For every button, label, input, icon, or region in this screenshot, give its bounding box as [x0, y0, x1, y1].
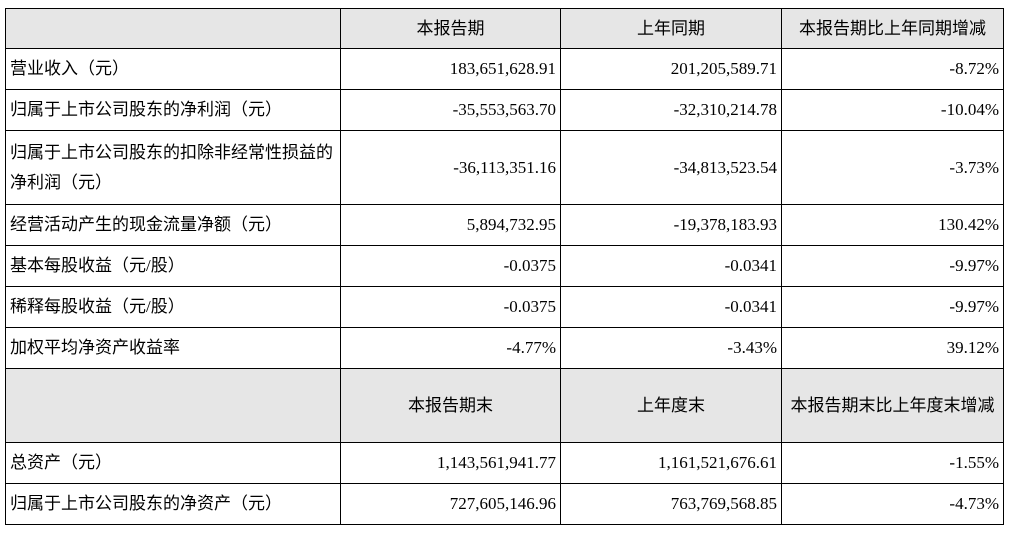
- row-label: 总资产（元）: [5, 442, 341, 484]
- cell-value: -36,113,351.16: [340, 130, 561, 205]
- header-cell: 上年同期: [560, 8, 782, 49]
- header-cell: [5, 8, 341, 49]
- cell-value: -4.73%: [781, 483, 1004, 525]
- financial-table: 本报告期 上年同期 本报告期比上年同期增减 营业收入（元） 183,651,628.91…: [5, 8, 1004, 525]
- row-label: 加权平均净资产收益率: [5, 327, 341, 369]
- cell-value: -32,310,214.78: [560, 89, 782, 131]
- row-label: 经营活动产生的现金流量净额（元）: [5, 204, 341, 246]
- row-label: 归属于上市公司股东的净资产（元）: [5, 483, 341, 525]
- cell-value: -19,378,183.93: [560, 204, 782, 246]
- cell-value: -0.0375: [340, 286, 561, 328]
- cell-value: -0.0341: [560, 245, 782, 287]
- data-row: 稀释每股收益（元/股） -0.0375 -0.0341 -9.97%: [5, 286, 1004, 328]
- data-row: 归属于上市公司股东的净资产（元） 727,605,146.96 763,769,56…: [5, 483, 1004, 525]
- cell-value: -9.97%: [781, 245, 1004, 287]
- cell-value: 5,894,732.95: [340, 204, 561, 246]
- cell-value: 1,161,521,676.61: [560, 442, 782, 484]
- data-row: 总资产（元） 1,143,561,941.77 1,161,521,676.61 -1…: [5, 442, 1004, 484]
- header-cell: 上年度末: [560, 368, 782, 443]
- header-cell: 本报告期: [340, 8, 561, 49]
- cell-value: 1,143,561,941.77: [340, 442, 561, 484]
- table-body: 本报告期 上年同期 本报告期比上年同期增减 营业收入（元） 183,651,628.91…: [5, 8, 1004, 525]
- row-label: 营业收入（元）: [5, 48, 341, 90]
- row-label: 基本每股收益（元/股）: [5, 245, 341, 287]
- row-label: 归属于上市公司股东的扣除非经常性损益的净利润（元）: [5, 130, 341, 205]
- header-row: 本报告期 上年同期 本报告期比上年同期增减: [5, 8, 1004, 49]
- data-row: 营业收入（元） 183,651,628.91 201,205,589.71 -8.72…: [5, 48, 1004, 90]
- row-label: 归属于上市公司股东的净利润（元）: [5, 89, 341, 131]
- header-cell: 本报告期末: [340, 368, 561, 443]
- cell-value: -35,553,563.70: [340, 89, 561, 131]
- cell-value: -10.04%: [781, 89, 1004, 131]
- header-cell: [5, 368, 341, 443]
- data-row: 基本每股收益（元/股） -0.0375 -0.0341 -9.97%: [5, 245, 1004, 287]
- cell-value: -34,813,523.54: [560, 130, 782, 205]
- cell-value: 130.42%: [781, 204, 1004, 246]
- data-row: 经营活动产生的现金流量净额（元） 5,894,732.95 -19,378,183.…: [5, 204, 1004, 246]
- cell-value: -0.0375: [340, 245, 561, 287]
- cell-value: -3.73%: [781, 130, 1004, 205]
- cell-value: -8.72%: [781, 48, 1004, 90]
- data-row: 归属于上市公司股东的净利润（元） -35,553,563.70 -32,310,21…: [5, 89, 1004, 131]
- cell-value: -4.77%: [340, 327, 561, 369]
- cell-value: -1.55%: [781, 442, 1004, 484]
- cell-value: 39.12%: [781, 327, 1004, 369]
- cell-value: 183,651,628.91: [340, 48, 561, 90]
- cell-value: -0.0341: [560, 286, 782, 328]
- cell-value: 201,205,589.71: [560, 48, 782, 90]
- cell-value: -3.43%: [560, 327, 782, 369]
- header-cell: 本报告期末比上年度末增减: [781, 368, 1004, 443]
- data-row: 加权平均净资产收益率 -4.77% -3.43% 39.12%: [5, 327, 1004, 369]
- data-row: 归属于上市公司股东的扣除非经常性损益的净利润（元） -36,113,351.16-…: [5, 130, 1004, 205]
- cell-value: 727,605,146.96: [340, 483, 561, 525]
- row-label: 稀释每股收益（元/股）: [5, 286, 341, 328]
- header-row: 本报告期末 上年度末 本报告期末比上年度末增减: [5, 368, 1004, 443]
- header-cell: 本报告期比上年同期增减: [781, 8, 1004, 49]
- cell-value: 763,769,568.85: [560, 483, 782, 525]
- cell-value: -9.97%: [781, 286, 1004, 328]
